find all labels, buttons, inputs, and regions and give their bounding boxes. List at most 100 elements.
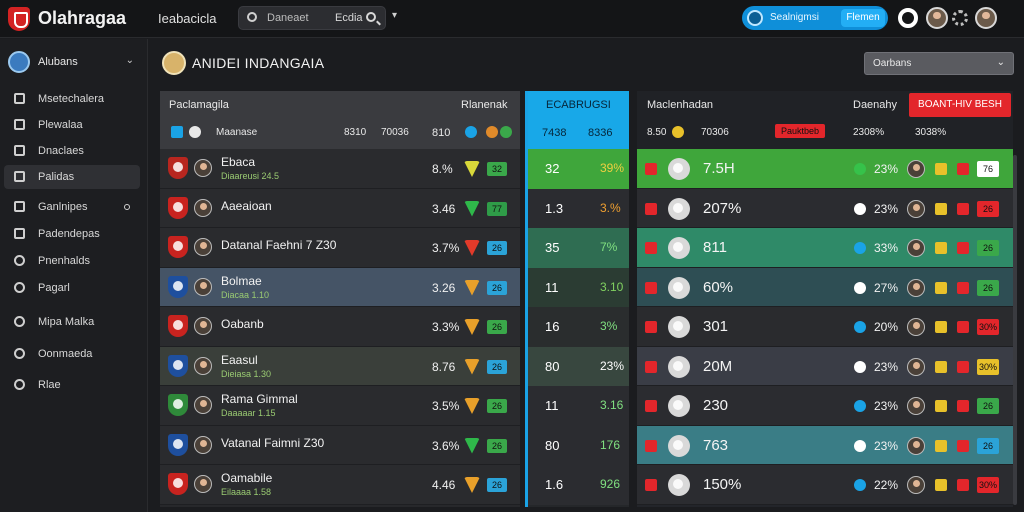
table-row[interactable]: Bolmae Diacaa 1.10 3.26 26	[160, 267, 520, 307]
logo-shield-icon[interactable]	[8, 7, 30, 31]
odds-change: 3.10	[600, 279, 624, 294]
table-row[interactable]: 11 3.10	[528, 267, 629, 307]
table-row[interactable]: 301 20% 30%	[637, 307, 1013, 347]
top-nav-link[interactable]: Ieabacicla	[158, 11, 217, 26]
market-badge[interactable]: 26	[977, 240, 999, 256]
team-value: 3.7%	[432, 241, 460, 255]
sidebar-item[interactable]: Pnenhalds	[4, 249, 140, 273]
table-row[interactable]: 1.3 3.%	[528, 188, 629, 228]
scrollbar[interactable]	[1013, 155, 1017, 505]
status-button[interactable]: Flemen	[841, 9, 885, 27]
sidebar-item[interactable]: Palidas	[4, 165, 140, 189]
trend-icon	[464, 319, 480, 335]
sidebar-item[interactable]: Padendepas	[4, 222, 140, 246]
column-header-market[interactable]: Maclenhadan	[647, 99, 714, 111]
team-name[interactable]: Oamabile	[221, 471, 273, 485]
search-icon[interactable]	[366, 12, 376, 22]
sidebar-item[interactable]: Pagarl	[4, 276, 140, 300]
odds-badge[interactable]: 26	[487, 399, 507, 413]
table-row[interactable]: 80 23%	[528, 346, 629, 386]
table-row[interactable]: 7.5H 23% 76	[637, 149, 1013, 189]
sidebar-item[interactable]: Msetechalera	[4, 87, 140, 111]
team-name[interactable]: Oabanb	[221, 317, 264, 331]
table-row[interactable]: 60% 27% 26	[637, 267, 1013, 307]
team-name[interactable]: Bolmae	[221, 273, 262, 288]
table-row[interactable]: 811 33% 26	[637, 228, 1013, 268]
table-row[interactable]: 763 23% 26	[637, 425, 1013, 465]
team-name[interactable]: Eaasul	[221, 352, 258, 367]
table-row[interactable]: 35 7%	[528, 228, 629, 268]
team-name[interactable]: Vatanal Faimni Z30	[221, 435, 325, 450]
market-badge[interactable]: 26	[977, 398, 999, 414]
user-menu[interactable]: Alubans ⌄	[8, 51, 140, 77]
table-row[interactable]: Ebaca Diaareusi 24.5 8.% 32	[160, 149, 520, 189]
globe-icon	[14, 282, 25, 293]
market-badge[interactable]: 30%	[977, 477, 999, 493]
team-name[interactable]: Aaeaioan	[221, 198, 272, 213]
filter-icon[interactable]	[247, 12, 257, 22]
sidebar-item[interactable]: Mipa Malka	[4, 310, 140, 334]
gear-icon[interactable]	[952, 10, 968, 26]
odds-badge[interactable]: 32	[487, 162, 507, 176]
odds-badge[interactable]: 26	[487, 478, 507, 492]
team-name[interactable]: Datanal Faehni 7 Z30	[221, 238, 337, 252]
odds-badge[interactable]: 26	[487, 438, 507, 453]
sort-select[interactable]: Oarbans ⌄	[864, 52, 1014, 75]
table-row[interactable]: 230 23% 26	[637, 386, 1013, 426]
column-header-odds[interactable]: ECABRUGSI	[546, 99, 611, 111]
odds-badge[interactable]: 26	[487, 241, 507, 255]
table-row[interactable]: Rama Gimmal Daaaaar 1.15 3.5% 26	[160, 386, 520, 426]
column-header-rank[interactable]: Rlanenak	[461, 99, 508, 111]
table-row[interactable]: Datanal Faehni 7 Z30 3.7% 26	[160, 228, 520, 268]
table-row[interactable]: 150% 22% 30%	[637, 465, 1013, 505]
header-sub: Maanase	[216, 127, 258, 138]
odds-badge[interactable]: 26	[487, 280, 507, 295]
column-header-team[interactable]: Paclamagila	[169, 99, 229, 111]
table-row[interactable]: 20M 23% 30%	[637, 346, 1013, 386]
market-value: 150%	[703, 476, 742, 493]
status-pill[interactable]: Sealnigmsi Flemen	[742, 6, 888, 30]
table-row[interactable]: 207% 23% 26	[637, 188, 1013, 228]
odds-value: 16	[545, 319, 560, 334]
table-row[interactable]: 11 3.16	[528, 386, 629, 426]
team-name[interactable]: Ebaca	[221, 155, 256, 169]
table-row[interactable]: Vatanal Faimni Z30 3.6% 26	[160, 425, 520, 465]
market-badge[interactable]: 30%	[977, 358, 999, 375]
odds-badge[interactable]: 26	[487, 320, 507, 334]
table-row[interactable]: 80 176	[528, 425, 629, 465]
profile-avatar[interactable]	[975, 7, 997, 29]
ring-icon[interactable]	[898, 8, 918, 28]
club-crest-icon	[168, 433, 188, 456]
market-badge[interactable]: 26	[977, 279, 999, 296]
column-header-stat[interactable]: Daenahy	[853, 99, 898, 111]
status-icon	[854, 202, 866, 215]
market-percent: 23%	[874, 201, 899, 216]
table-row[interactable]: 32 39%	[528, 149, 629, 189]
sidebar-item[interactable]: Dnaclaes	[4, 139, 140, 163]
sidebar-item[interactable]: Rlae	[4, 373, 140, 397]
table-row[interactable]: Oamabile Eilaaaa 1.58 4.46 26	[160, 465, 520, 505]
table-row[interactable]: 1.6 926	[528, 465, 629, 505]
table-row[interactable]: Oabanb 3.3% 26	[160, 307, 520, 347]
odds-badge[interactable]: 77	[487, 201, 507, 216]
flag-icon	[645, 360, 657, 373]
brand-name[interactable]: Olahragaa	[38, 8, 127, 28]
table-row[interactable]: Aaeaioan 3.46 77	[160, 188, 520, 228]
table-row[interactable]: 16 3%	[528, 307, 629, 347]
table-row[interactable]: Eaasul Dieiasa 1.30 8.76 26	[160, 346, 520, 386]
club-icon	[935, 360, 947, 373]
market-badge[interactable]: 76	[977, 161, 999, 177]
sidebar-item[interactable]: Plewalaa	[4, 113, 140, 137]
bet-button[interactable]: BOANT-HIV BESH	[909, 93, 1011, 117]
avatar[interactable]	[926, 7, 948, 29]
sidebar-item[interactable]: Oonmaeda	[4, 342, 140, 366]
odds-badge[interactable]: 26	[487, 359, 507, 374]
market-badge[interactable]: 26	[977, 200, 999, 217]
sidebar-item[interactable]: Ganlnipes	[4, 195, 140, 219]
chevron-down-icon[interactable]: ⌄	[125, 55, 134, 66]
search-input[interactable]: Daneaet Ecdia	[238, 6, 386, 30]
team-name[interactable]: Rama Gimmal	[221, 392, 298, 406]
chevron-down-icon[interactable]: ▾	[392, 10, 398, 21]
market-badge[interactable]: 26	[977, 437, 999, 454]
market-badge[interactable]: 30%	[977, 319, 999, 335]
